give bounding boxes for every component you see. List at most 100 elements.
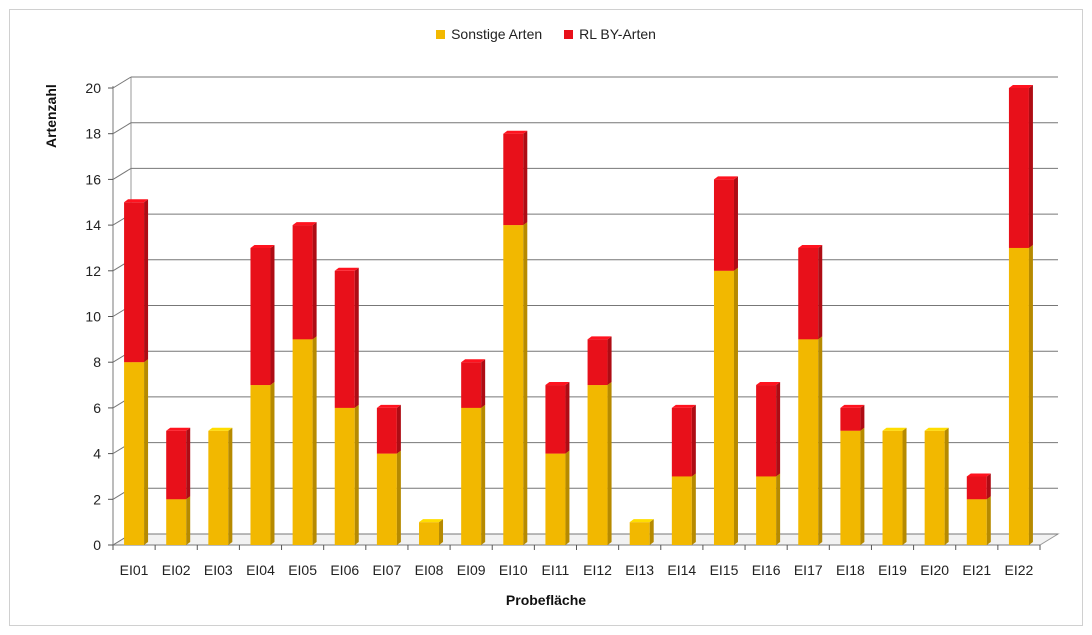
bar-top xyxy=(840,404,865,408)
bar-side xyxy=(691,473,696,545)
bar-top xyxy=(545,382,570,386)
bar-EI22-rl-by xyxy=(1008,88,1029,248)
bar-side xyxy=(1028,85,1033,248)
bar-EI14-rl-by xyxy=(671,407,692,477)
bar-EI02-sonstige xyxy=(166,499,187,545)
bar-EI15-rl-by xyxy=(713,179,734,271)
bar-EI04-sonstige xyxy=(250,385,271,545)
bar-EI05-rl-by xyxy=(292,225,313,340)
x-tick-label: EI04 xyxy=(246,562,275,578)
x-tick-label: EI09 xyxy=(457,562,486,578)
bar-EI05-sonstige xyxy=(292,339,313,545)
bar-EI12-rl-by xyxy=(587,339,608,386)
bar-top xyxy=(587,336,612,340)
bar-EI01-sonstige xyxy=(124,362,145,545)
x-tick-label: EI01 xyxy=(120,562,149,578)
bar-side xyxy=(860,404,865,431)
bar-side xyxy=(860,427,865,545)
bar-side xyxy=(481,359,486,408)
legend-label-rl-by: RL BY-Arten xyxy=(579,26,656,42)
x-tick-label: EI15 xyxy=(710,562,739,578)
x-tick-label: EI10 xyxy=(499,562,528,578)
bar-EI21-rl-by xyxy=(966,476,987,500)
bar-top xyxy=(292,222,317,226)
bar-side xyxy=(733,176,738,271)
bar-side xyxy=(228,427,233,545)
bar-top xyxy=(461,359,486,363)
bar-side xyxy=(565,382,570,454)
y-tick-label: 20 xyxy=(85,80,101,96)
bar-side xyxy=(818,336,823,545)
bar-top xyxy=(671,404,696,408)
y-tick-label: 6 xyxy=(93,400,101,416)
x-tick-label: EI08 xyxy=(415,562,444,578)
bar-side xyxy=(270,244,275,386)
x-axis-title: Probefläche xyxy=(505,592,587,608)
bar-side xyxy=(144,359,149,545)
bar-side xyxy=(354,404,359,545)
bar-side xyxy=(312,222,317,340)
y-tick-label: 2 xyxy=(93,491,101,507)
bar-side xyxy=(565,450,570,545)
bar-side xyxy=(776,473,781,545)
bar-top xyxy=(1008,85,1033,88)
bar-EI17-sonstige xyxy=(798,339,819,545)
x-tick-label: EI21 xyxy=(962,562,991,578)
bar-EI09-rl-by xyxy=(461,362,482,408)
bar-top xyxy=(250,244,275,248)
bar-side xyxy=(270,382,275,545)
bar-EI11-sonstige xyxy=(545,453,566,545)
bar-side xyxy=(144,199,149,363)
bar-EI10-sonstige xyxy=(503,225,524,545)
bar-EI06-rl-by xyxy=(334,270,355,408)
x-tick-label: EI07 xyxy=(372,562,401,578)
legend-item-rl-by: RL BY-Arten xyxy=(564,26,656,42)
bar-top xyxy=(966,473,991,477)
legend-swatch-rl-by xyxy=(564,29,574,39)
bar-top xyxy=(629,519,654,523)
bar-EI10-rl-by xyxy=(503,133,524,226)
bar-EI15-sonstige xyxy=(713,270,734,545)
bar-EI08-sonstige xyxy=(419,522,440,545)
x-tick-label: EI06 xyxy=(330,562,359,578)
x-tick-label: EI17 xyxy=(794,562,823,578)
bar-side xyxy=(396,404,401,454)
bar-top xyxy=(124,199,149,203)
y-tick-label: 14 xyxy=(85,217,101,233)
bar-side xyxy=(1028,244,1033,545)
bar-top xyxy=(419,519,444,523)
bar-side xyxy=(607,382,612,545)
y-tick-label: 4 xyxy=(93,446,101,462)
bar-EI03-sonstige xyxy=(208,430,229,545)
x-tick-label: EI13 xyxy=(625,562,654,578)
bar-top xyxy=(166,427,191,431)
x-tick-label: EI19 xyxy=(878,562,907,578)
bar-side xyxy=(312,336,317,545)
bar-top xyxy=(208,427,233,431)
bar-EI09-sonstige xyxy=(461,407,482,545)
bar-side xyxy=(481,404,486,545)
legend: Sonstige Arten RL BY-Arten xyxy=(0,26,1092,42)
bar-side xyxy=(523,222,528,545)
bar-top xyxy=(503,130,528,134)
bar-top xyxy=(756,382,781,386)
bar-top xyxy=(798,244,823,248)
x-tick-label: EI05 xyxy=(288,562,317,578)
legend-swatch-sonstige xyxy=(436,29,446,39)
bar-side xyxy=(986,473,991,500)
bar-top xyxy=(334,267,359,271)
bar-EI20-sonstige xyxy=(924,430,945,545)
bar-EI18-sonstige xyxy=(840,430,861,545)
bar-top xyxy=(882,427,907,431)
gridline-diagonal xyxy=(112,167,132,180)
bar-side xyxy=(186,496,191,545)
bar-top xyxy=(713,176,738,180)
bar-side xyxy=(649,519,654,545)
bar-EI12-sonstige xyxy=(587,385,608,545)
y-tick-label: 0 xyxy=(93,537,101,553)
bar-EI18-rl-by xyxy=(840,407,861,431)
gridline-diagonal xyxy=(112,76,132,89)
x-tick-label: EI03 xyxy=(204,562,233,578)
x-tick-label: EI20 xyxy=(920,562,949,578)
